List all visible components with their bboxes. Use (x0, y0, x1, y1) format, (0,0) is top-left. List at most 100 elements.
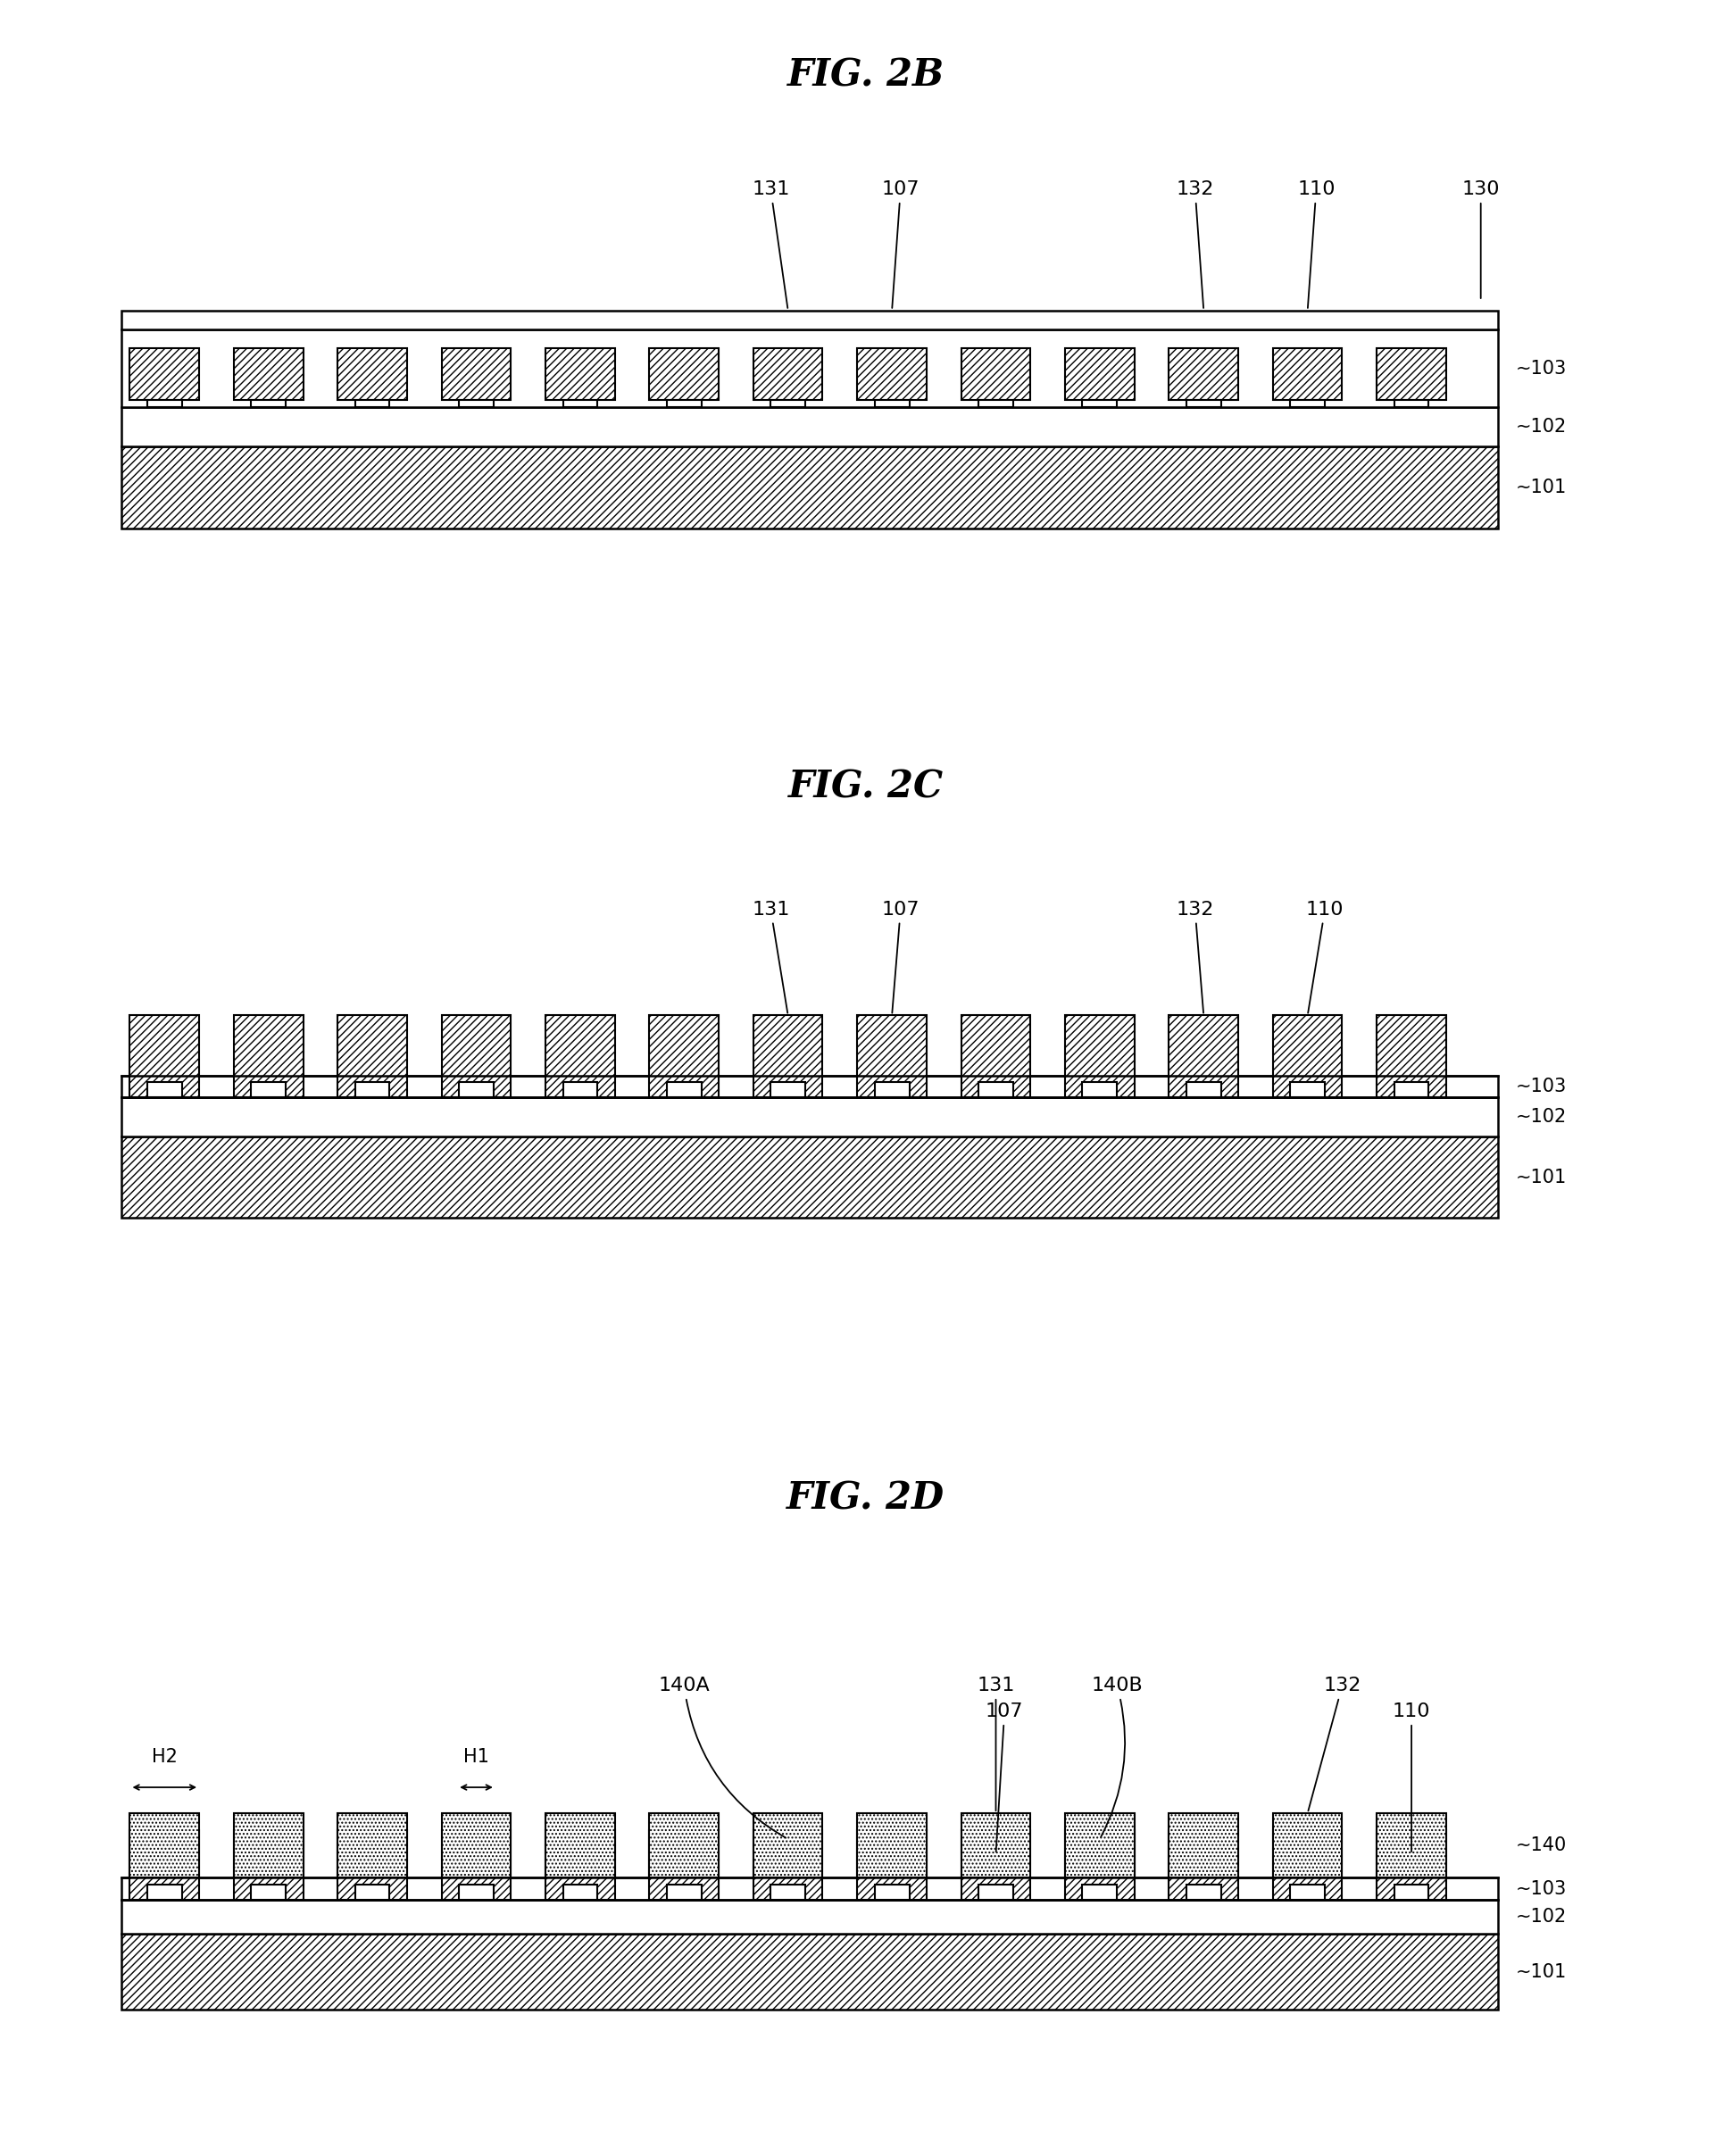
Bar (978, 1884, 1013, 1899)
Bar (459, 399, 493, 407)
Bar (1186, 1082, 1220, 1097)
Bar (147, 1082, 182, 1097)
Bar (234, 1830, 303, 1899)
Bar (961, 347, 1030, 399)
Bar (121, 1136, 1497, 1218)
Text: ~101: ~101 (1515, 1962, 1567, 1981)
Bar (130, 347, 199, 399)
Text: ~140: ~140 (1515, 1837, 1567, 1854)
Bar (1168, 347, 1238, 399)
Text: 140A: 140A (658, 1677, 786, 1837)
Bar (770, 399, 805, 407)
Bar (338, 1830, 407, 1899)
Bar (1272, 1015, 1342, 1097)
Bar (251, 399, 286, 407)
Bar (121, 1934, 1497, 2009)
Text: 131: 131 (751, 901, 789, 1013)
Bar (338, 347, 407, 399)
Bar (1272, 1813, 1342, 1878)
Bar (753, 1830, 822, 1899)
Bar (121, 407, 1497, 446)
Text: 140B: 140B (1091, 1677, 1142, 1837)
Bar (147, 399, 182, 407)
Bar (234, 1015, 303, 1097)
Bar (545, 1830, 615, 1899)
Text: 110: 110 (1297, 181, 1335, 308)
Bar (874, 1082, 909, 1097)
Text: 107: 107 (881, 181, 919, 308)
Bar (251, 1082, 286, 1097)
Bar (1082, 1884, 1116, 1899)
Text: 110: 110 (1305, 901, 1343, 1013)
Text: ~103: ~103 (1515, 1078, 1567, 1095)
Bar (1168, 1830, 1238, 1899)
Bar (961, 1830, 1030, 1899)
Bar (459, 1082, 493, 1097)
Bar (234, 1813, 303, 1878)
Bar (1272, 347, 1342, 399)
Bar (961, 1813, 1030, 1878)
Bar (1168, 1015, 1238, 1097)
Bar (961, 1015, 1030, 1097)
Bar (441, 1813, 511, 1878)
Bar (130, 1830, 199, 1899)
Bar (121, 330, 1497, 407)
Bar (753, 347, 822, 399)
Text: ~103: ~103 (1515, 360, 1567, 377)
Text: 132: 132 (1175, 181, 1213, 308)
Bar (666, 399, 701, 407)
Bar (1290, 399, 1324, 407)
Text: FIG. 2D: FIG. 2D (786, 1479, 945, 1518)
Bar (666, 1082, 701, 1097)
Bar (355, 1884, 389, 1899)
Bar (1290, 1884, 1324, 1899)
Bar (1393, 1884, 1428, 1899)
Bar (1186, 1884, 1220, 1899)
Text: ~102: ~102 (1515, 418, 1567, 436)
Bar (874, 399, 909, 407)
Bar (1168, 1813, 1238, 1878)
Bar (1065, 347, 1134, 399)
Bar (978, 1082, 1013, 1097)
Bar (338, 1813, 407, 1878)
Bar (857, 1813, 926, 1878)
Bar (121, 1878, 1497, 1899)
Bar (1272, 1830, 1342, 1899)
Text: 107: 107 (985, 1703, 1023, 1852)
Bar (355, 1082, 389, 1097)
Text: ~102: ~102 (1515, 1108, 1567, 1125)
Bar (874, 1884, 909, 1899)
Bar (338, 1015, 407, 1097)
Bar (1186, 399, 1220, 407)
Text: H1: H1 (464, 1749, 488, 1766)
Bar (753, 1813, 822, 1878)
Text: ~103: ~103 (1515, 1880, 1567, 1897)
Bar (563, 1082, 597, 1097)
Bar (441, 1015, 511, 1097)
Bar (770, 1884, 805, 1899)
Bar (563, 399, 597, 407)
Text: 132: 132 (1307, 1677, 1361, 1811)
Bar (147, 1884, 182, 1899)
Text: H2: H2 (152, 1749, 177, 1766)
Text: ~101: ~101 (1515, 1169, 1567, 1186)
Bar (545, 347, 615, 399)
Text: 130: 130 (1461, 181, 1499, 298)
Bar (563, 1884, 597, 1899)
Bar (1393, 399, 1428, 407)
Bar (978, 399, 1013, 407)
Bar (441, 1830, 511, 1899)
Bar (121, 446, 1497, 528)
Text: 131: 131 (751, 181, 789, 308)
Bar (857, 1830, 926, 1899)
Bar (130, 1813, 199, 1878)
Bar (459, 1884, 493, 1899)
Text: 110: 110 (1392, 1703, 1430, 1852)
Bar (753, 1015, 822, 1097)
Bar (234, 347, 303, 399)
Bar (649, 1015, 718, 1097)
Bar (1082, 399, 1116, 407)
Bar (1393, 1082, 1428, 1097)
Bar (121, 1097, 1497, 1136)
Bar (130, 1015, 199, 1097)
